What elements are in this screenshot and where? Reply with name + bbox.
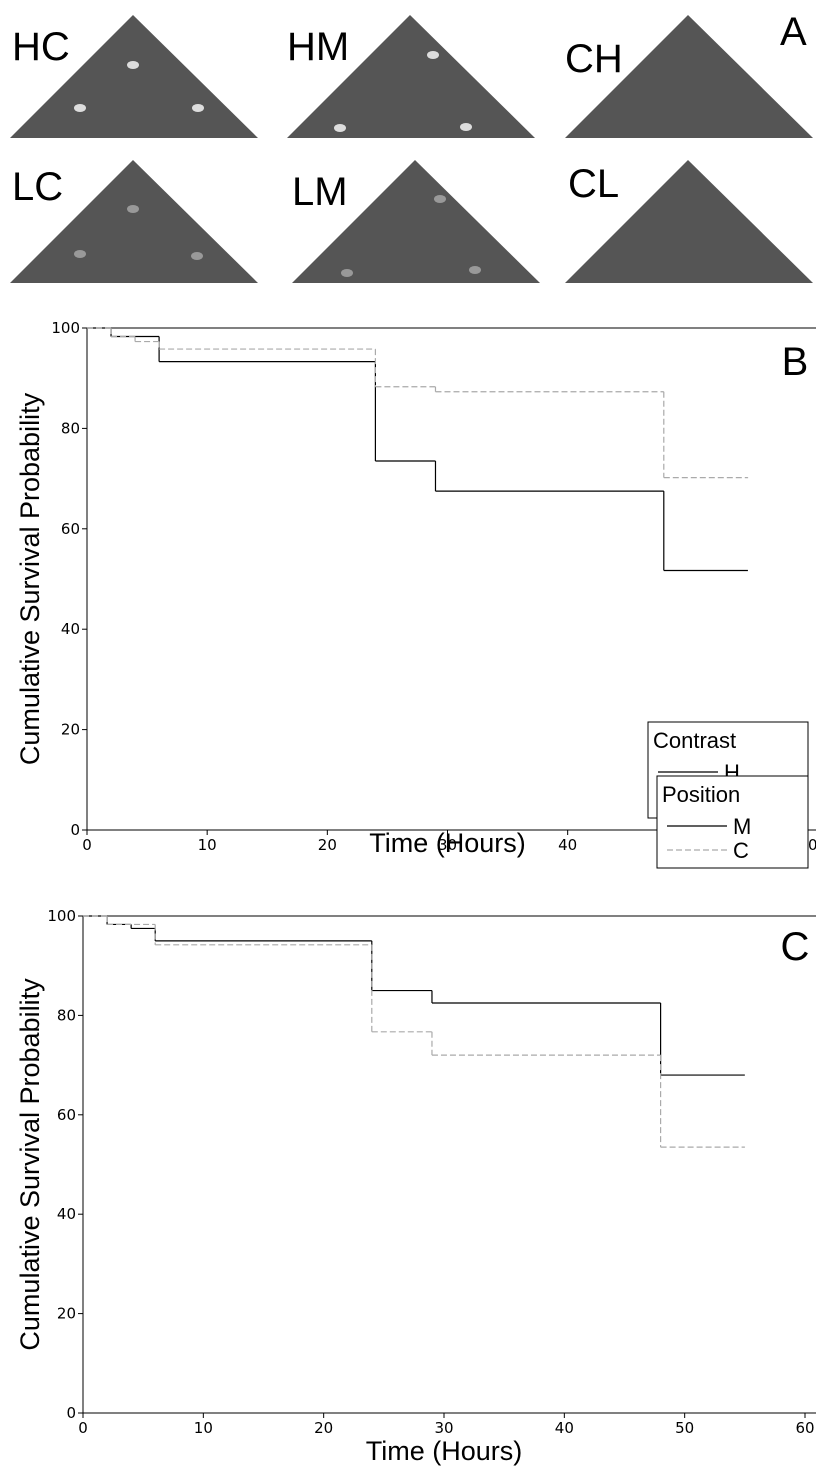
x-axis-label: Time (Hours) [369, 828, 526, 858]
y-tick-label: 60 [57, 1106, 76, 1124]
x-tick-label: 60 [795, 1419, 814, 1437]
x-tick-label: 10 [194, 1419, 213, 1437]
y-tick-label: 100 [51, 319, 80, 337]
x-tick-label: 40 [558, 836, 577, 854]
x-tick-label: 20 [318, 836, 337, 854]
x-tick-label: 50 [675, 1419, 694, 1437]
x-tick-label: 20 [314, 1419, 333, 1437]
image-label: CL [568, 162, 619, 206]
panel-label: B [782, 340, 809, 384]
targets [74, 51, 481, 277]
x-tick-label: 0 [78, 1419, 88, 1437]
panel-label: C [781, 925, 810, 969]
y-tick-label: 60 [61, 520, 80, 538]
stimulus [287, 15, 535, 138]
image-label: HM [287, 25, 349, 69]
x-tick-label: 10 [198, 836, 217, 854]
image-label: LM [292, 170, 348, 214]
y-axis-label: Cumulative Survival Probability [15, 978, 45, 1351]
x-tick-label: 30 [434, 1419, 453, 1437]
y-tick-label: 20 [61, 721, 80, 739]
y-tick-label: 80 [61, 419, 80, 437]
stimulus [565, 160, 813, 283]
y-tick-label: 0 [66, 1404, 76, 1422]
legend-box [656, 775, 809, 869]
image-label: LC [12, 165, 63, 209]
legend-title: Contrast [653, 728, 736, 753]
x-tick-label: 0 [82, 836, 92, 854]
stimulus [292, 160, 540, 283]
panel-a: HC HM CH LC LM CL A [10, 10, 813, 283]
legend-label: M [733, 814, 751, 839]
x-tick-label: 30 [438, 836, 457, 854]
stimulus [565, 15, 813, 138]
legend-label: C [733, 838, 749, 863]
x-tick-label: 40 [555, 1419, 574, 1437]
y-tick-label: 40 [57, 1205, 76, 1223]
image-label: HC [12, 25, 70, 69]
y-tick-label: 20 [57, 1305, 76, 1323]
image-label: CH [565, 37, 623, 81]
x-axis-label: Time (Hours) [366, 1436, 523, 1466]
legend-title: Position [662, 782, 740, 807]
legend: Position MC [656, 775, 809, 869]
y-tick-label: 100 [47, 907, 76, 925]
y-tick-label: 40 [61, 620, 80, 638]
y-tick-label: 0 [70, 821, 80, 839]
panel-label: A [780, 10, 807, 54]
y-axis-label: Cumulative Survival Probability [15, 392, 45, 765]
y-tick-label: 80 [57, 1006, 76, 1024]
